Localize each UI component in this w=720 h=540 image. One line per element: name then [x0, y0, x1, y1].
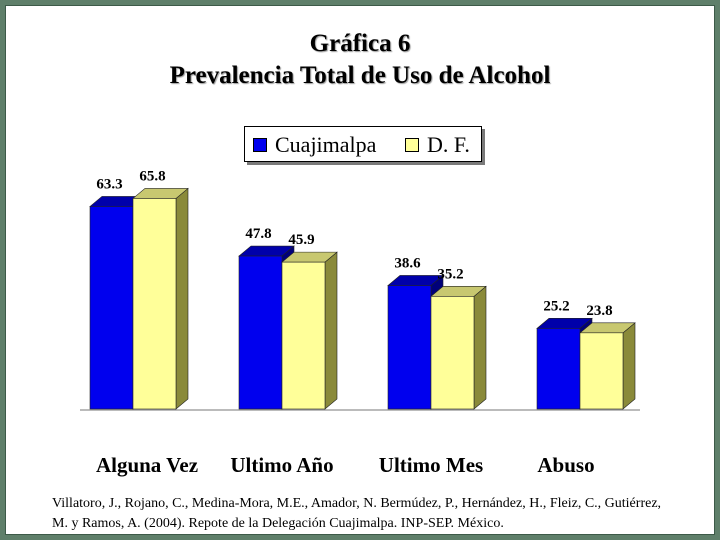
- legend-label-cuajimalpa: Cuajimalpa: [275, 132, 377, 157]
- bar-cuajimalpa-alguna-vez: [89, 206, 134, 410]
- value-label-cuajimalpa-ultimo-a-o: 47.8: [245, 226, 271, 242]
- bar-cuajimalpa-ultimo-a-o: [238, 255, 283, 410]
- bar-df-ultimo-a-o: [281, 261, 326, 410]
- bar-cuajimalpa-abuso: [536, 328, 581, 410]
- chart-legend: Cuajimalpa D. F.: [244, 126, 482, 162]
- chart-subtitle: Prevalencia Total de Uso de Alcohol: [169, 62, 551, 89]
- bar-side-df-ultimo-a-o: [324, 251, 338, 410]
- bar-side-df-abuso: [622, 322, 636, 410]
- value-label-df-ultimo-a-o: 45.9: [288, 232, 314, 248]
- value-label-df-ultimo-mes: 35.2: [437, 266, 463, 282]
- bar-side-df-alguna-vez: [175, 187, 189, 410]
- legend-swatch-cuajimalpa: [253, 138, 267, 152]
- value-label-cuajimalpa-abuso: 25.2: [543, 298, 569, 314]
- legend-swatch-df: [405, 138, 419, 152]
- value-label-cuajimalpa-alguna-vez: 63.3: [96, 176, 122, 192]
- bar-cuajimalpa-ultimo-mes: [387, 285, 432, 410]
- category-label-abuso: Abuso: [537, 453, 595, 477]
- legend-label-df: D. F.: [427, 132, 470, 157]
- bar-df-ultimo-mes: [430, 296, 475, 410]
- category-label-ultimo-ano: Ultimo Año: [230, 453, 334, 477]
- category-label-alguna-vez: Alguna Vez: [95, 453, 199, 477]
- category-label-ultimo-mes: Ultimo Mes: [378, 453, 484, 477]
- bar-side-df-ultimo-mes: [473, 285, 487, 410]
- chart-title: Gráfica 6: [309, 30, 411, 57]
- value-label-df-abuso: 23.8: [586, 303, 612, 319]
- value-label-df-alguna-vez: 65.8: [139, 168, 165, 184]
- bar-df-alguna-vez: [132, 198, 177, 410]
- source-citation: Villatoro, J., Rojano, C., Medina-Mora, …: [52, 496, 662, 531]
- bar-df-abuso: [579, 332, 624, 410]
- value-label-cuajimalpa-ultimo-mes: 38.6: [394, 255, 421, 271]
